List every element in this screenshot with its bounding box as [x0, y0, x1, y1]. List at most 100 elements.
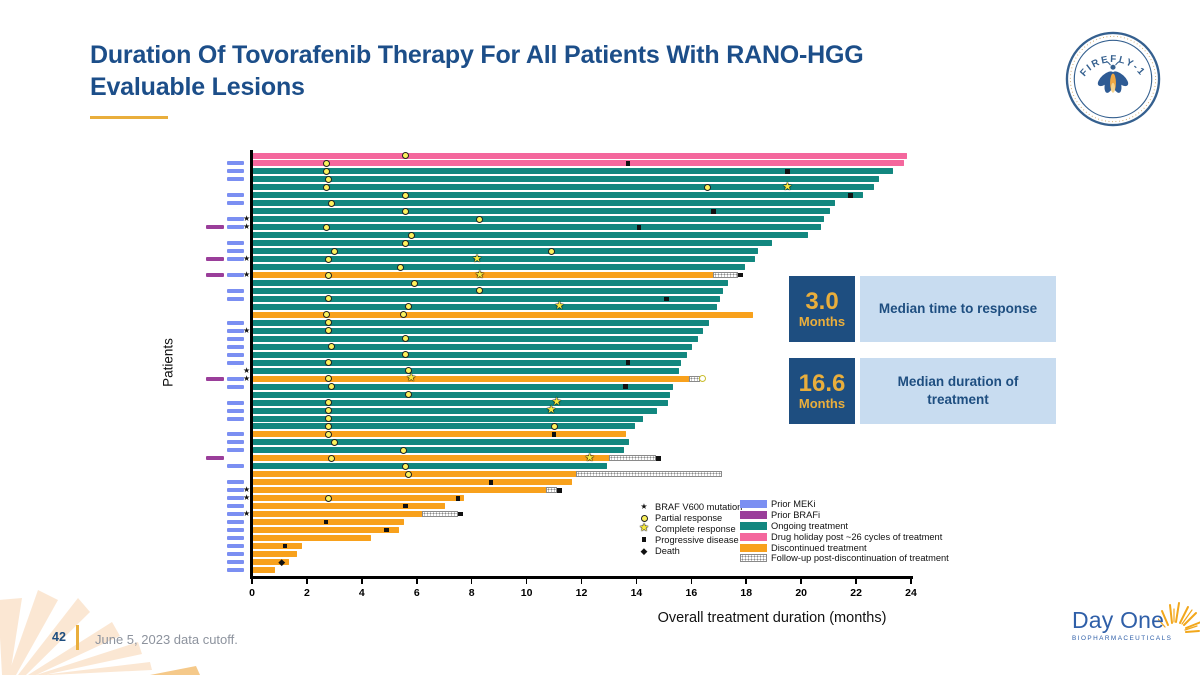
- prior-meki-bar: [227, 273, 244, 278]
- patient-bar: [253, 519, 405, 526]
- patient-bar: [253, 383, 674, 390]
- x-axis-tick-label: 4: [358, 587, 365, 599]
- patient-bar: [253, 399, 668, 406]
- x-axis-tick: [580, 578, 583, 584]
- prior-meki-bar: [227, 177, 244, 182]
- legend-swatch-mek: [740, 500, 767, 509]
- partial-response-marker: [325, 255, 333, 263]
- progressive-disease-marker: [455, 495, 461, 501]
- follow-up-hatch-segment: [576, 471, 722, 478]
- x-axis-tick-label: 6: [413, 587, 420, 599]
- patient-bar: [253, 152, 907, 159]
- partial-response-marker: [402, 191, 410, 199]
- partial-response-marker: [325, 407, 333, 415]
- prior-brafi-bar: [206, 257, 224, 262]
- partial-response-marker: [322, 223, 330, 231]
- braf-v600-mutation-marker: ★: [243, 509, 251, 519]
- partial-response-marker: [550, 422, 558, 430]
- patient-bar: [253, 200, 836, 207]
- follow-up-hatch-segment: [422, 511, 458, 518]
- braf-v600-mutation-marker: ★: [243, 214, 251, 224]
- patient-bar: [253, 176, 880, 183]
- x-axis-tick: [470, 578, 473, 584]
- prior-meki-bar: [227, 464, 244, 469]
- partial-response-marker: [325, 295, 333, 303]
- partial-response-marker: [547, 247, 555, 255]
- x-axis-line: [250, 576, 913, 579]
- complete-response-marker: ★: [546, 404, 557, 417]
- prior-meki-bar: [227, 504, 244, 509]
- braf-v600-mutation-marker: ★: [243, 270, 251, 280]
- x-axis-tick-label: 16: [685, 587, 698, 599]
- x-axis-tick: [690, 578, 693, 584]
- stat-label: Median duration of treatment: [860, 358, 1056, 424]
- stat-value: 16.6: [798, 369, 846, 397]
- patient-bar: [253, 415, 643, 422]
- prior-meki-bar: [227, 512, 244, 517]
- prior-brafi-bar: [206, 456, 224, 461]
- complete-response-marker: ★: [472, 252, 483, 265]
- x-axis-tick: [361, 578, 363, 584]
- partial-response-marker: [402, 351, 410, 359]
- x-axis-tick-label: 12: [575, 587, 588, 599]
- pd-icon: [637, 537, 651, 543]
- braf-v600-mutation-marker: ★: [243, 222, 251, 232]
- prior-meki-bar: [227, 496, 244, 501]
- legend-item: Ongoing treatment: [740, 521, 949, 532]
- patient-bar: [253, 431, 627, 438]
- patient-bar: [253, 343, 693, 350]
- legend-item: Progressive disease: [637, 534, 742, 545]
- x-axis-tick: [415, 578, 418, 584]
- pr-icon: [637, 514, 651, 522]
- x-axis-tick-label: 8: [468, 587, 475, 599]
- braf-star-icon: ★: [640, 502, 648, 512]
- progressive-disease-marker: [384, 527, 389, 533]
- legend-swatch-pink: [740, 532, 767, 541]
- partial-response-marker: [325, 271, 333, 279]
- x-axis-tick: [306, 578, 308, 584]
- prior-meki-bar: [227, 520, 244, 525]
- prior-meki-bar: [227, 488, 244, 493]
- prior-meki-bar: [227, 161, 244, 166]
- x-axis-tick-label: 2: [303, 587, 310, 599]
- partial-response-marker: [405, 367, 412, 375]
- partial-response-marker: [402, 462, 410, 470]
- prior-meki-bar: [227, 528, 244, 533]
- stat-unit: Months: [798, 396, 846, 412]
- prior-meki-bar: [227, 559, 244, 564]
- death-marker: ◆: [278, 556, 286, 567]
- patient-bar: [253, 280, 729, 287]
- follow-up-hatch-segment: [608, 455, 656, 462]
- patient-bar: [253, 240, 772, 247]
- stat-value-box: 3.0 Months: [789, 276, 855, 342]
- legend-item-label: Complete response: [655, 523, 736, 534]
- prior-meki-bar: [227, 257, 244, 262]
- patient-bar: [253, 463, 608, 470]
- follow-up-hatch-segment: [713, 272, 738, 279]
- legend-item: Prior MEKi: [740, 499, 949, 510]
- day-one-logo: Day One BIOPHARMACEUTICALS: [1072, 602, 1200, 642]
- legend-item-label: Death: [655, 545, 680, 556]
- legend-item: ★ Complete response: [637, 523, 742, 535]
- progressive-disease-marker: [848, 193, 853, 198]
- legend-item: ◆ Death: [637, 545, 742, 556]
- legend-item: Drug holiday post ~26 cycles of treatmen…: [740, 531, 949, 542]
- legend-item: Discontinued treatment: [740, 542, 949, 553]
- patient-bar: [253, 479, 572, 486]
- x-axis-tick: [525, 578, 528, 584]
- title-underline: [90, 116, 168, 119]
- partial-response-marker: [405, 470, 412, 478]
- partial-response-marker: [325, 327, 333, 335]
- patient-bar: [253, 303, 718, 310]
- legend-item-label: Follow-up post-discontinuation of treatm…: [771, 553, 949, 564]
- partial-response-marker: [325, 375, 333, 383]
- stat-value-box: 16.6 Months: [789, 358, 855, 424]
- prior-meki-bar: [227, 480, 244, 485]
- complete-response-marker: ★: [474, 268, 485, 281]
- partial-response-marker: [399, 446, 407, 454]
- progressive-disease-marker: [664, 296, 669, 302]
- footer-divider: [76, 625, 79, 650]
- legend-symbols-column: ★ BRAF V600 mutation Partial response ★ Comp…: [637, 502, 742, 556]
- patient-bar: [253, 566, 275, 573]
